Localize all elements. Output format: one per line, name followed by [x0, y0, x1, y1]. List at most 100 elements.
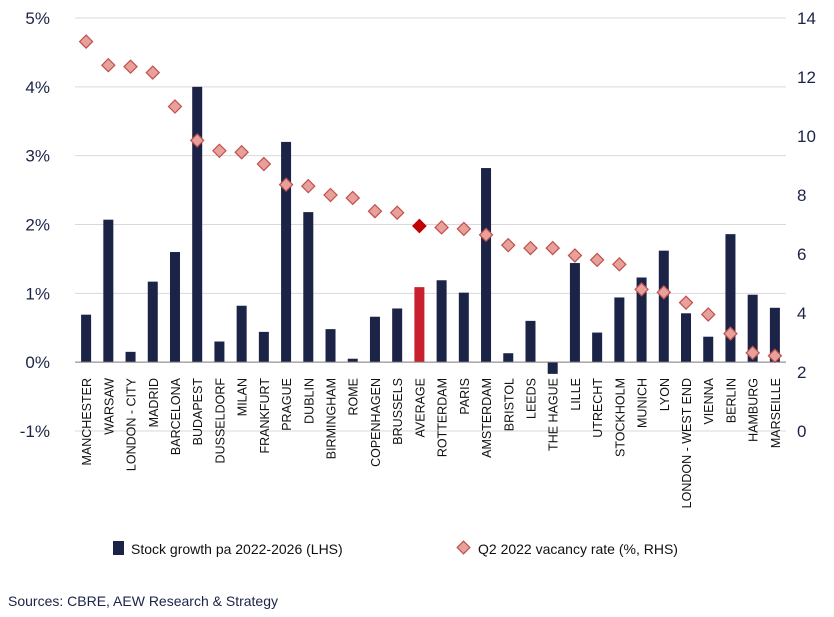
bar	[392, 308, 403, 363]
left-tick-label: 1%	[25, 284, 50, 303]
category-label: LYON	[658, 378, 672, 411]
bar	[169, 252, 180, 363]
category-label: COPENHAGEN	[369, 378, 383, 467]
bar	[303, 212, 314, 363]
vacancy-marker	[545, 240, 561, 256]
right-tick-label: 10	[797, 127, 816, 146]
vacancy-marker	[278, 177, 294, 193]
vacancy-marker	[300, 178, 316, 194]
vacancy-marker	[656, 285, 672, 300]
bar	[325, 329, 336, 363]
right-tick-label: 6	[797, 245, 806, 264]
category-label: AMSTERDAM	[480, 378, 494, 458]
category-label: BRUSSELS	[391, 378, 405, 445]
bar	[103, 219, 114, 363]
bar	[503, 353, 514, 363]
vacancy-marker	[212, 143, 227, 159]
vacancy-marker	[345, 190, 361, 206]
right-tick-label: 12	[797, 68, 816, 87]
legend-label-bar: Stock growth pa 2022-2026 (LHS)	[131, 541, 343, 557]
category-label: DUBLIN	[302, 378, 316, 424]
category-label: PRAGUE	[280, 378, 294, 431]
bar	[192, 86, 203, 363]
bar	[592, 332, 603, 363]
vacancy-marker	[700, 307, 716, 322]
bar	[147, 281, 158, 363]
vacancy-marker	[434, 220, 449, 235]
right-tick-label: 2	[797, 363, 806, 382]
category-label: STOCKHOLM	[613, 378, 627, 457]
left-axis-ticks: -1% 0% 1% 2% 3% 4% 5%	[20, 9, 50, 441]
bar	[258, 331, 269, 363]
bar-series	[81, 86, 780, 374]
marker-series	[78, 34, 783, 364]
bar	[436, 280, 447, 363]
vacancy-marker	[145, 65, 161, 80]
vacancy-marker	[189, 133, 205, 148]
category-label: PARIS	[458, 378, 472, 415]
vacancy-marker	[723, 326, 738, 341]
bar	[414, 287, 425, 363]
category-label: MUNICH	[636, 378, 650, 428]
vacancy-marker	[367, 203, 383, 219]
bar	[636, 277, 647, 363]
bar	[347, 358, 358, 363]
vacancy-marker	[456, 221, 472, 237]
category-label: UTRECHT	[591, 378, 605, 438]
bar	[769, 307, 780, 363]
left-tick-label: 3%	[25, 147, 50, 166]
bar	[281, 141, 292, 363]
legend: Stock growth pa 2022-2026 (LHS) Q2 2022 …	[113, 540, 678, 557]
bar	[681, 313, 692, 363]
category-label: LONDON - WEST END	[680, 378, 694, 508]
category-label: LEEDS	[524, 378, 538, 419]
category-label: MARSEILLE	[769, 378, 783, 448]
category-label: LILLE	[569, 378, 583, 411]
right-tick-label: 4	[797, 304, 806, 323]
gridlines	[75, 17, 786, 432]
category-label: HAMBURG	[747, 378, 761, 442]
right-tick-label: 14	[797, 9, 816, 28]
left-tick-label: 0%	[25, 353, 50, 372]
legend-swatch-marker	[456, 540, 471, 555]
right-tick-label: 0	[797, 422, 806, 441]
category-label: BERLIN	[724, 378, 738, 423]
category-label: BUDAPEST	[191, 378, 205, 446]
vacancy-marker	[567, 248, 583, 263]
right-tick-label: 8	[797, 186, 806, 205]
vacancy-marker	[412, 218, 427, 234]
category-label: BARCELONA	[169, 377, 183, 455]
vacancy-marker	[612, 256, 627, 272]
bar	[125, 351, 136, 363]
legend-swatch-bar	[113, 541, 124, 555]
bar	[569, 263, 580, 363]
vacancy-marker	[500, 237, 516, 253]
vacancy-marker	[234, 144, 249, 160]
category-label: AVERAGE	[413, 378, 427, 438]
category-label: MILAN	[236, 378, 250, 416]
vacancy-marker	[678, 295, 694, 311]
vacancy-marker	[78, 34, 94, 49]
category-label: BIRMINGHAM	[325, 378, 339, 459]
bar	[214, 341, 225, 363]
bar	[81, 314, 92, 363]
category-labels: MANCHESTER WARSAW LONDON - CITY MADRID BARCE…	[80, 377, 783, 508]
category-label: ROTTERDAM	[436, 378, 450, 457]
vacancy-marker	[100, 57, 116, 73]
legend-label-marker: Q2 2022 vacancy rate (%, RHS)	[478, 541, 678, 557]
vacancy-marker	[745, 345, 761, 361]
left-tick-label: 2%	[25, 216, 50, 235]
category-label: DUSSELDORF	[213, 378, 227, 464]
bar	[547, 362, 558, 374]
vacancy-marker	[523, 240, 538, 256]
bar	[369, 316, 380, 363]
vacancy-marker	[167, 99, 183, 114]
left-tick-label: -1%	[20, 422, 50, 441]
bar	[703, 336, 714, 363]
vacancy-marker	[323, 187, 338, 203]
bar	[525, 320, 536, 363]
category-label: MADRID	[147, 378, 161, 427]
bar	[614, 297, 625, 363]
vacancy-marker	[123, 59, 138, 75]
